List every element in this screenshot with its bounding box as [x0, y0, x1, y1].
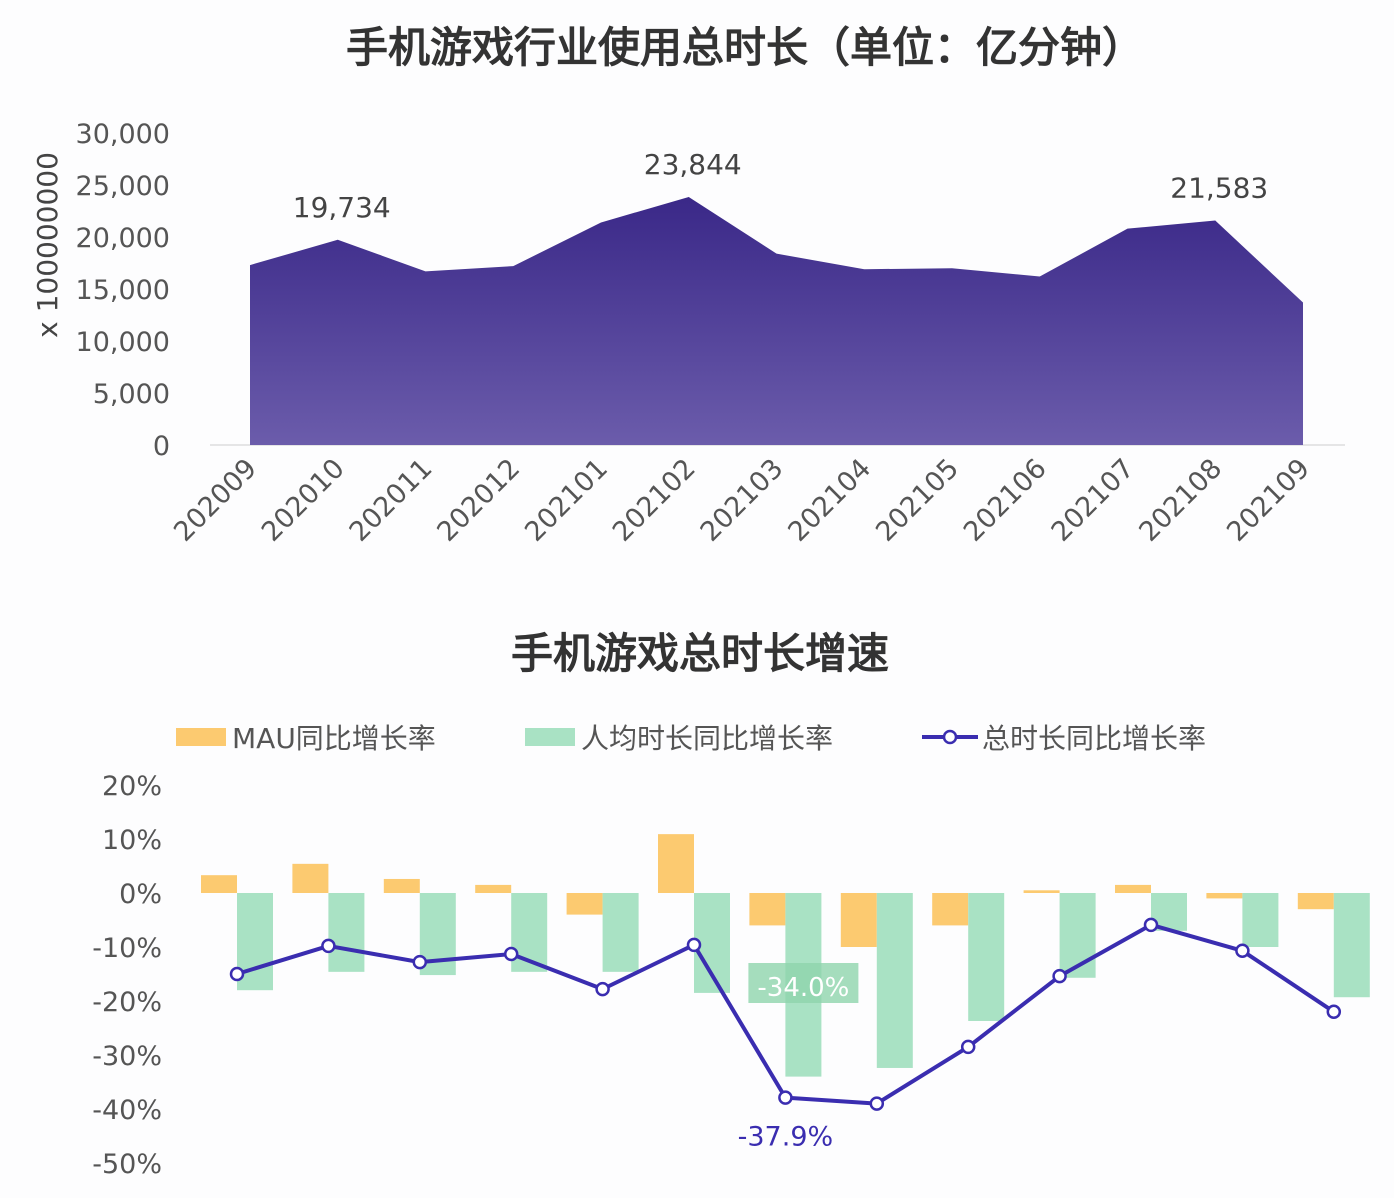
x-tick-label: 202009 [168, 453, 263, 548]
x-tick-label: 202105 [870, 453, 965, 548]
bottom-chart-title: 手机游戏总时长增速 [511, 629, 889, 678]
mau-bar [1206, 893, 1243, 899]
y-tick-label: 25,000 [76, 171, 170, 202]
mau-bar [840, 893, 877, 947]
mau-bar [475, 884, 512, 893]
line-point [595, 981, 610, 997]
line-point [1326, 1004, 1342, 1020]
mau-bar [1297, 893, 1334, 910]
total-duration-area [250, 197, 1303, 445]
mau-bar [1115, 884, 1151, 893]
y-tick-label: 5,000 [93, 379, 170, 410]
mau-bar [292, 863, 329, 893]
y-tick-label: -40% [92, 1095, 162, 1126]
mau-bar [566, 893, 603, 915]
y-tick-label: 0 [153, 431, 170, 462]
line-point [1143, 917, 1159, 933]
data-label: 23,844 [644, 148, 742, 181]
x-tick-label: 202109 [1221, 453, 1316, 548]
x-tick-label: 202107 [1046, 453, 1141, 548]
line-point [1052, 968, 1067, 984]
x-tick-label: 202104 [782, 453, 877, 548]
x-tick-label: 202101 [519, 453, 614, 548]
mau-bar [749, 893, 786, 926]
line-point [960, 1039, 976, 1055]
y-tick-label: -30% [92, 1041, 162, 1072]
per-capita-bar [328, 893, 365, 972]
y-tick-label: 10,000 [76, 327, 170, 358]
x-tick-label: 202011 [344, 453, 439, 548]
per-capita-bar [968, 893, 1005, 1021]
line-point [1235, 943, 1250, 959]
x-tick-label: 202102 [607, 453, 702, 548]
line-point [229, 966, 245, 982]
mau-bar [1023, 890, 1060, 893]
mau-bar [383, 878, 420, 893]
x-tick-label: 202103 [695, 453, 790, 548]
x-tick-label: 202012 [431, 453, 526, 548]
per-capita-bar [602, 893, 639, 972]
legend-label: 人均时长同比增长率 [581, 722, 833, 755]
y-tick-label: 10% [102, 825, 162, 856]
per-capita-bar [876, 893, 913, 1068]
legend-swatch-per-capita [525, 728, 575, 746]
line-point [503, 946, 519, 962]
legend-label: MAU同比增长率 [232, 722, 436, 755]
data-label: -37.9% [738, 1122, 834, 1153]
y-tick-label: -10% [92, 933, 162, 964]
legend-label: 总时长同比增长率 [982, 722, 1206, 755]
per-capita-bar [1242, 893, 1279, 947]
legend-swatch-mau [176, 728, 226, 746]
y-tick-label: 20% [102, 771, 162, 802]
y-tick-label: 0% [119, 879, 162, 910]
mau-bar [658, 834, 694, 893]
line-point [778, 1090, 793, 1105]
line-point [686, 937, 702, 953]
legend-marker [942, 729, 958, 745]
data-label: 19,734 [293, 191, 391, 224]
line-point [412, 954, 428, 970]
y-tick-label: -20% [92, 987, 162, 1018]
x-tick-label: 202010 [256, 453, 351, 548]
line-point [869, 1096, 885, 1111]
data-label: 21,583 [1170, 172, 1268, 205]
y-tick-label: 30,000 [76, 119, 170, 150]
per-capita-bar [1059, 893, 1096, 978]
x-tick-label: 202108 [1133, 453, 1228, 548]
line-point [321, 938, 336, 954]
mau-bar [201, 875, 237, 893]
data-label-box [748, 963, 859, 1003]
y-tick-label: -50% [92, 1149, 162, 1180]
mau-bar [932, 893, 969, 926]
top-y-axis-label: x 100000000 [31, 152, 64, 338]
data-label: -34.0% [757, 973, 849, 1003]
per-capita-bar [1333, 893, 1370, 998]
top-chart-title: 手机游戏行业使用总时长（单位：亿分钟） [346, 23, 1144, 72]
y-tick-label: 20,000 [76, 223, 170, 254]
per-capita-bar [511, 893, 548, 972]
y-tick-label: 15,000 [76, 275, 170, 306]
x-tick-label: 202106 [958, 453, 1053, 548]
